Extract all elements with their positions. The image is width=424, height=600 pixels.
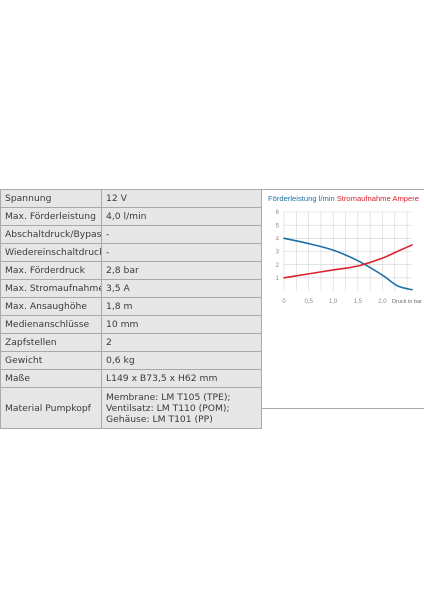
spec-row: Max. Ansaughöhe 1,8 m [0,297,262,316]
spec-row: Maße L149 x B73,5 x H62 mm [0,369,262,388]
series-line-stromaufnahme [283,244,413,279]
spec-label: Zapfstellen [0,333,102,352]
x-tick-label: 1,0 [329,299,338,305]
spec-label: Maße [0,369,102,388]
spec-label: Spannung [0,189,102,208]
spec-row: Gewicht 0,6 kg [0,351,262,370]
x-tick-label: 2,0 [378,299,387,305]
spec-label: Abschaltdruck/Bypass [0,225,102,244]
spec-value: 12 V [101,189,262,208]
spec-value: - [101,243,262,262]
series-line-foerderleistung [283,237,413,291]
spec-value: L149 x B73,5 x H62 mm [101,369,262,388]
y-tick-label: 6 [276,210,280,216]
spec-label: Gewicht [0,351,102,370]
chart-title: Förderleistung l/min Stromaufnahme Ampere [268,194,419,203]
spec-label: Max. Förderleistung [0,207,102,226]
spec-label: Wiedereinschaltdruck [0,243,102,262]
x-tick-label: 0 [282,299,286,305]
spec-row: Medienanschlüsse 10 mm [0,315,262,334]
spec-value: Membrane: LM T105 (TPE); Ventilsatz: LM … [101,387,262,429]
spec-label: Medienanschlüsse [0,315,102,334]
spec-label: Max. Förderdruck [0,261,102,280]
chart-panel: Förderleistung l/min Stromaufnahme Ampere… [262,189,424,409]
y-tick-label: 4 [276,237,280,243]
y-tick-label: 1 [276,276,280,282]
spec-row: Max. Förderleistung 4,0 l/min [0,207,262,226]
spec-label: Max. Stromaufnahme [0,279,102,298]
spec-value: 1,8 m [101,297,262,316]
chart-title-part: Stromaufnahme Ampere [337,194,419,203]
spec-row: Material Pumpkopf Membrane: LM T105 (TPE)… [0,387,262,429]
y-tick-label: 2 [276,263,280,269]
chart-title-part: Förderleistung l/min [268,194,335,203]
spec-row: Max. Stromaufnahme 3,5 A [0,279,262,298]
spec-value: 3,5 A [101,279,262,298]
chart: Förderleistung l/min Stromaufnahme Ampere… [268,194,422,305]
spec-row: Zapfstellen 2 [0,333,262,352]
spec-value: 2 [101,333,262,352]
spec-value: 0,6 kg [101,351,262,370]
y-tick-label: 5 [276,223,280,229]
spec-label: Max. Ansaughöhe [0,297,102,316]
spec-table: Spannung 12 V Max. Förderleistung 4,0 l/min… [0,189,262,429]
spec-label: Material Pumpkopf [0,387,102,429]
spec-row: Abschaltdruck/Bypass - [0,225,262,244]
spec-value: 2,8 bar [101,261,262,280]
y-tick-label: 3 [276,250,280,256]
spec-value: - [101,225,262,244]
spec-row: Spannung 12 V [0,189,262,208]
x-axis-label: Druck in bar [392,299,422,305]
x-tick-label: 1,5 [354,299,363,305]
spec-row: Max. Förderdruck 2,8 bar [0,261,262,280]
spec-value: 10 mm [101,315,262,334]
spec-row: Wiedereinschaltdruck - [0,243,262,262]
spec-value: 4,0 l/min [101,207,262,226]
x-tick-label: 0,5 [304,299,313,305]
